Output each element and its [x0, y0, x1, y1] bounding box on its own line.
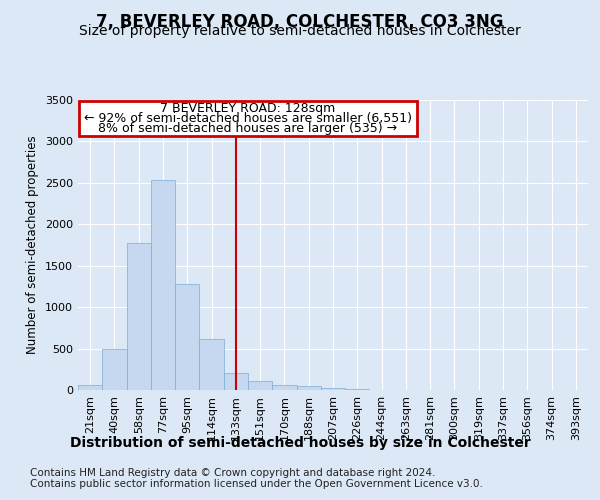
Text: Size of property relative to semi-detached houses in Colchester: Size of property relative to semi-detach… [79, 24, 521, 38]
Text: 7 BEVERLEY ROAD: 128sqm: 7 BEVERLEY ROAD: 128sqm [160, 102, 335, 115]
Bar [345, 389, 370, 390]
Bar [127, 243, 151, 390]
Bar [199, 338, 224, 390]
Text: 7, BEVERLEY ROAD, COLCHESTER, CO3 3NG: 7, BEVERLEY ROAD, COLCHESTER, CO3 3NG [96, 12, 504, 30]
Bar [272, 385, 296, 390]
Bar [321, 388, 345, 390]
Y-axis label: Number of semi-detached properties: Number of semi-detached properties [26, 136, 40, 354]
Text: Contains public sector information licensed under the Open Government Licence v3: Contains public sector information licen… [30, 479, 483, 489]
Bar [151, 180, 175, 390]
Bar [175, 284, 199, 390]
Bar [102, 348, 127, 390]
Text: Distribution of semi-detached houses by size in Colchester: Distribution of semi-detached houses by … [70, 436, 530, 450]
Bar [296, 386, 321, 390]
Text: Contains HM Land Registry data © Crown copyright and database right 2024.: Contains HM Land Registry data © Crown c… [30, 468, 436, 477]
Bar [248, 382, 272, 390]
Text: ← 92% of semi-detached houses are smaller (6,551): ← 92% of semi-detached houses are smalle… [84, 112, 412, 125]
Bar [78, 385, 102, 390]
Bar [224, 374, 248, 390]
Text: 8% of semi-detached houses are larger (535) →: 8% of semi-detached houses are larger (5… [98, 122, 398, 135]
FancyBboxPatch shape [79, 101, 417, 136]
